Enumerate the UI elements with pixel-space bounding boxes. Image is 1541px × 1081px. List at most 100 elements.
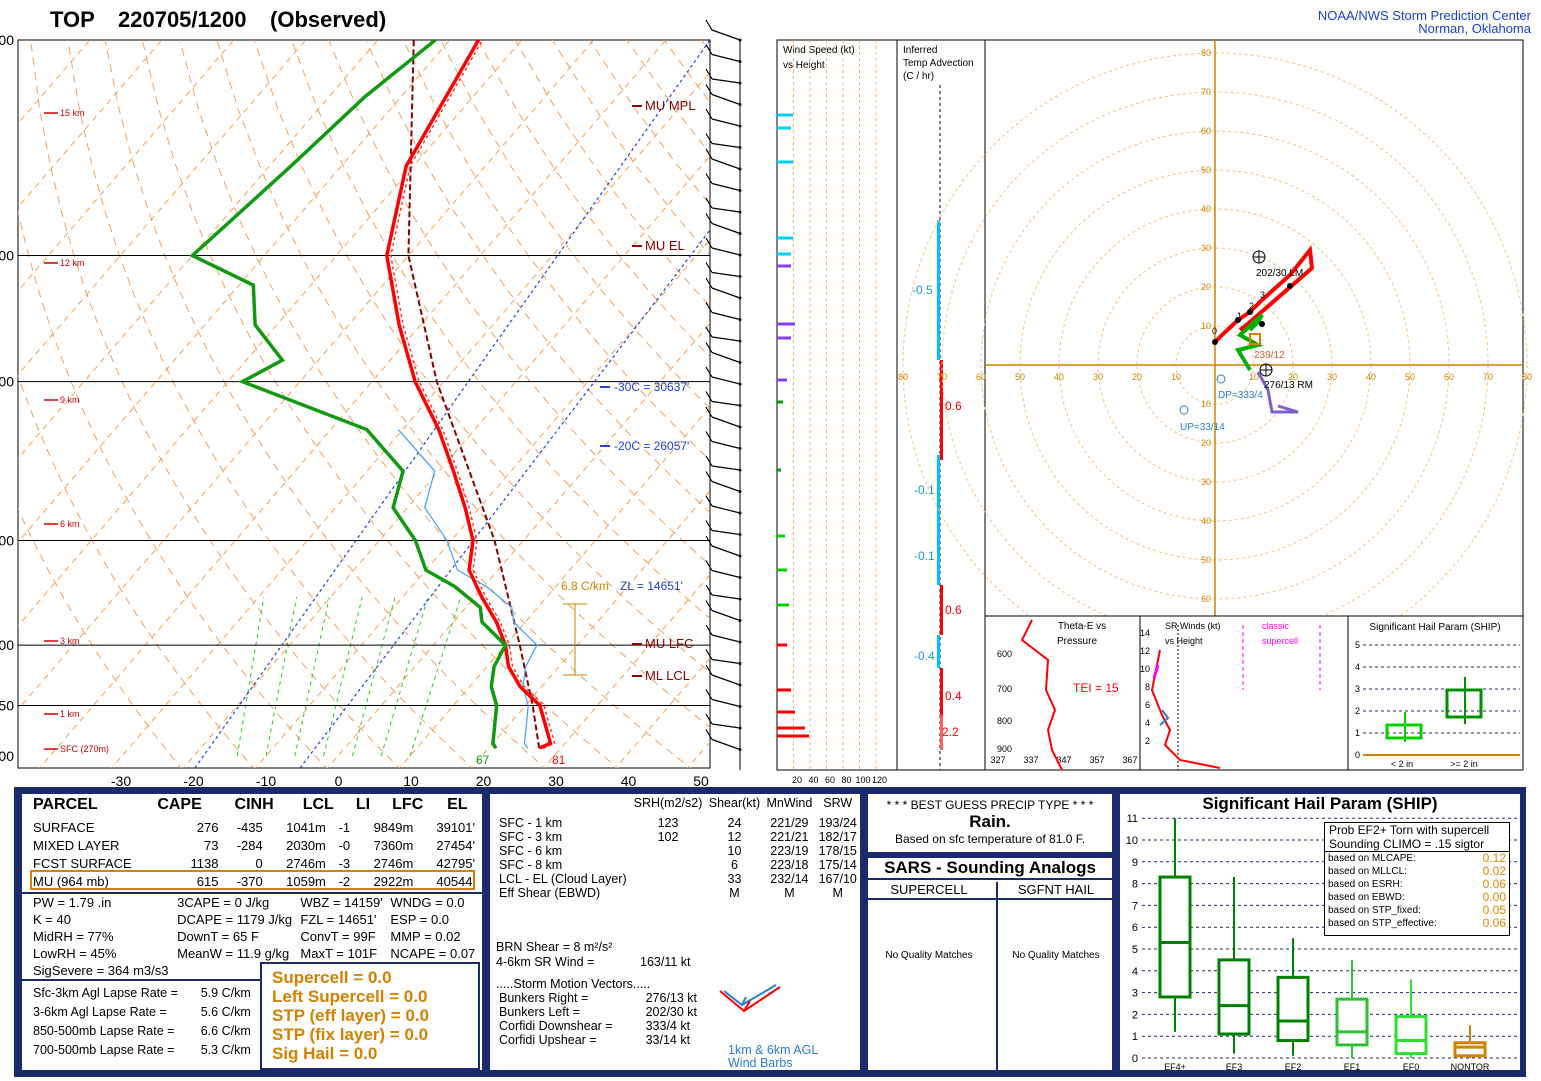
stp-prob-cell: 0.12 bbox=[1482, 851, 1506, 865]
lapse-cell: 5.9 C/km bbox=[200, 986, 251, 1000]
temp-tick: 30 bbox=[548, 773, 564, 787]
pressure-tick: 200 bbox=[0, 248, 14, 264]
wind-speed-bar bbox=[777, 734, 809, 738]
stp-box bbox=[1217, 958, 1251, 1036]
wind-barb bbox=[711, 53, 741, 63]
index-cell: FZL = 14651' bbox=[300, 912, 377, 927]
ship-plot: 0 1 2 3 4 5 < 2 in >= 2 in bbox=[1355, 640, 1520, 769]
stp-title: Significant Hail Param (SHIP) bbox=[1202, 794, 1438, 813]
hodo-mean-wind bbox=[1249, 333, 1261, 345]
kinematics-cell: 123 bbox=[657, 816, 679, 830]
wind-barb-flag bbox=[705, 68, 713, 80]
wind-speed-bar bbox=[777, 252, 791, 256]
wind-barb bbox=[711, 634, 741, 643]
index-cell: WNDG = 0.0 bbox=[390, 895, 465, 910]
smv-cell: Corfidi Downshear = bbox=[499, 1019, 613, 1033]
hodo-rm-label: 276/13 RM bbox=[1264, 380, 1313, 391]
dewpoint-trace bbox=[189, 40, 508, 750]
wind-barb bbox=[711, 311, 741, 321]
hodo-trace-red bbox=[1213, 244, 1315, 344]
wind-barb-flag bbox=[705, 342, 713, 353]
parcel-cell: 39101' bbox=[436, 820, 475, 835]
lapse-cell: 700-500mb Lapse Rate = bbox=[33, 1043, 175, 1057]
wind-barb bbox=[711, 93, 741, 106]
pressure-tick: 700 bbox=[0, 637, 14, 653]
sars-match1: No Quality Matches bbox=[885, 950, 973, 961]
moist-adiabat bbox=[236, 597, 265, 757]
stp-prob-cell: based on MLLCL: bbox=[1328, 866, 1407, 877]
stp-category: EF4+ bbox=[1164, 1062, 1186, 1072]
hodo-up-marker bbox=[1179, 405, 1189, 415]
kinematics-cell: SFC - 1 km bbox=[499, 816, 563, 830]
stp-prob-cell: based on ESRH: bbox=[1328, 879, 1403, 890]
theta-e-x-tick: 367 bbox=[1122, 755, 1137, 765]
stp-y-tick: 9 bbox=[1132, 857, 1138, 869]
sr-winds-trace-blue bbox=[1159, 709, 1170, 726]
hodo-x-tick: 60 bbox=[976, 372, 986, 382]
wind-speed-title: Wind Speed (kt) bbox=[783, 45, 855, 56]
kinematics-cell: SRW bbox=[823, 796, 853, 810]
index-cell: MidRH = 77% bbox=[33, 929, 114, 944]
lapse-cell: 6.6 C/km bbox=[200, 1024, 251, 1038]
parcel-row: MU (964 mb) 615 -370 1059m -2 2922m 40544' bbox=[30, 873, 478, 891]
kinematics-cell: 6 bbox=[730, 858, 738, 872]
stp-box bbox=[1158, 875, 1192, 999]
parcel-header: PARCEL bbox=[33, 796, 98, 813]
temp-tick: 10 bbox=[403, 773, 419, 787]
kinematics-cell: 175/14 bbox=[818, 858, 857, 872]
kinematics-cell: 33 bbox=[727, 872, 742, 886]
stp-category: EF3 bbox=[1226, 1062, 1243, 1072]
parcel-cell: 27454' bbox=[436, 838, 475, 853]
parcel-cell: -0 bbox=[338, 838, 351, 853]
stp-prob-cell: based on MLCAPE: bbox=[1328, 853, 1416, 864]
kinematics-cell: SRH(m2/s2) bbox=[633, 796, 703, 810]
sr-winds-title2: vs Height bbox=[1165, 636, 1203, 646]
parcel-row: MIXED LAYER 73 -284 2030m -0 7360m 27454' bbox=[30, 837, 478, 855]
dry-adiabat bbox=[328, 40, 710, 566]
smv-cell: Bunkers Right = bbox=[499, 991, 589, 1005]
stp-prob-cell: 0.02 bbox=[1482, 864, 1506, 878]
smv-cell: 202/30 kt bbox=[645, 1005, 698, 1019]
parcel-cell: 1041m bbox=[286, 820, 326, 835]
stp-y-tick: 4 bbox=[1132, 966, 1138, 978]
moist-adiabat bbox=[380, 597, 429, 757]
stp-prob-cell: 0.05 bbox=[1482, 903, 1506, 917]
sr-winds-y-tick: 4 bbox=[1145, 718, 1150, 728]
parcel-cell: FCST SURFACE bbox=[33, 856, 132, 871]
wind-barb-flag bbox=[705, 584, 713, 596]
lapse-cell: 5.6 C/km bbox=[200, 1005, 251, 1019]
wind-barb bbox=[711, 222, 741, 235]
dry-adiabat bbox=[18, 209, 328, 768]
stp-prob-cell: 0.06 bbox=[1482, 877, 1506, 891]
temp-adv-bar bbox=[937, 220, 940, 360]
smv-cell: Bunkers Left = bbox=[499, 1005, 580, 1019]
hodo-x-tick: 80 bbox=[1522, 372, 1532, 382]
index-cell: WBZ = 14159' bbox=[300, 895, 383, 910]
lapse-cell: 5.3 C/km bbox=[200, 1043, 251, 1057]
wind-barb-flag bbox=[705, 729, 713, 740]
hodo-dp-marker bbox=[1216, 374, 1226, 384]
precip-value: Rain. bbox=[969, 812, 1011, 831]
temp-adv-value: 0.6 bbox=[945, 603, 962, 617]
moist-adiabat bbox=[265, 597, 298, 757]
kinematics-cell bbox=[630, 886, 705, 900]
pressure-tick: 850 bbox=[0, 697, 14, 713]
wind-barb-flag bbox=[705, 431, 713, 442]
kinematics-cell: 193/24 bbox=[818, 816, 857, 830]
temp-adv-value: -0.5 bbox=[912, 283, 933, 297]
wind-speed-panel bbox=[776, 39, 898, 771]
height-label: 1 km bbox=[60, 709, 80, 719]
composite-value: Supercell = 0.0 bbox=[272, 968, 392, 987]
lapse-cell: 3-6km Agl Lapse Rate = bbox=[33, 1005, 167, 1019]
hodo-y-tick: 10 bbox=[1201, 321, 1211, 331]
index-cell: PW = 1.79 .in bbox=[33, 895, 112, 910]
index-cell: NCAPE = 0.07 bbox=[390, 946, 476, 961]
dry-adiabat bbox=[440, 40, 710, 410]
hodo-x-tick: 70 bbox=[937, 372, 947, 382]
ml-lcl-label: ML LCL bbox=[645, 668, 690, 683]
isotherm bbox=[18, 40, 307, 376]
wind-barb-flag bbox=[705, 455, 713, 467]
parcel-cell: MU (964 mb) bbox=[33, 874, 109, 889]
lapse-cell: 850-500mb Lapse Rate = bbox=[33, 1024, 175, 1038]
